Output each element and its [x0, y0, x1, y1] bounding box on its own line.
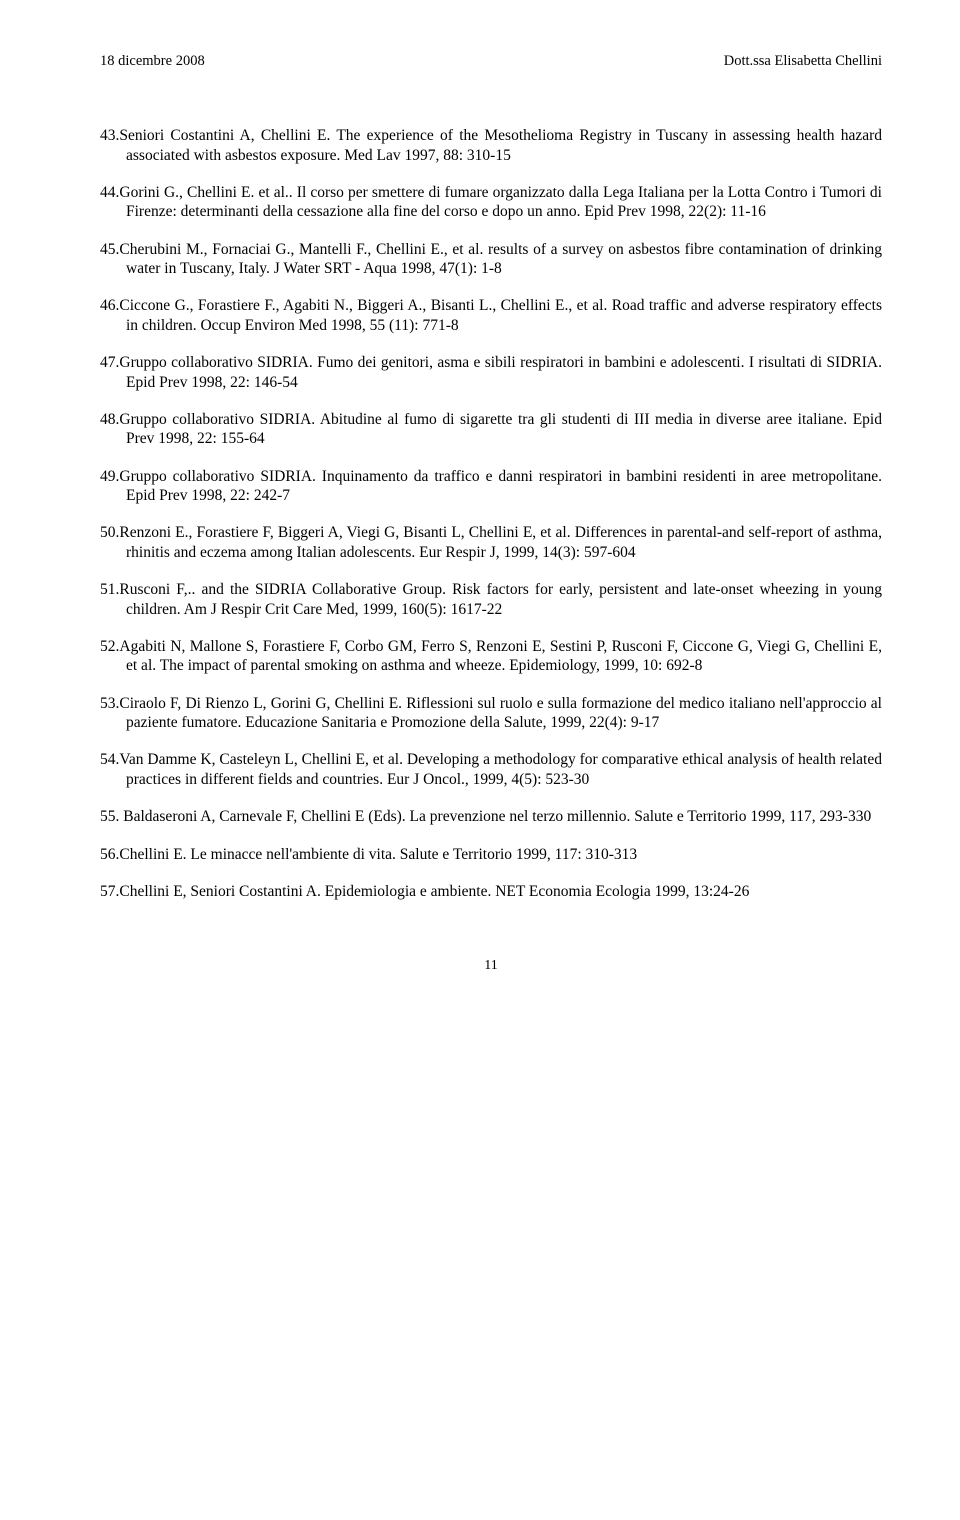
reference-item: 43.Seniori Costantini A, Chellini E. The…: [100, 126, 882, 165]
reference-item: 57.Chellini E, Seniori Costantini A. Epi…: [100, 882, 882, 901]
reference-item: 51.Rusconi F,.. and the SIDRIA Collabora…: [100, 580, 882, 619]
reference-item: 44.Gorini G., Chellini E. et al.. Il cor…: [100, 183, 882, 222]
reference-item: 46.Ciccone G., Forastiere F., Agabiti N.…: [100, 296, 882, 335]
reference-item: 48.Gruppo collaborativo SIDRIA. Abitudin…: [100, 410, 882, 449]
reference-item: 52.Agabiti N, Mallone S, Forastiere F, C…: [100, 637, 882, 676]
reference-item: 50.Renzoni E., Forastiere F, Biggeri A, …: [100, 523, 882, 562]
header-date: 18 dicembre 2008: [100, 52, 205, 70]
page-header: 18 dicembre 2008 Dott.ssa Elisabetta Che…: [100, 52, 882, 70]
header-author: Dott.ssa Elisabetta Chellini: [724, 52, 882, 70]
page-number: 11: [100, 957, 882, 975]
reference-item: 53.Ciraolo F, Di Rienzo L, Gorini G, Che…: [100, 694, 882, 733]
reference-item: 49.Gruppo collaborativo SIDRIA. Inquinam…: [100, 467, 882, 506]
reference-item: 56.Chellini E. Le minacce nell'ambiente …: [100, 845, 882, 864]
reference-item: 47.Gruppo collaborativo SIDRIA. Fumo dei…: [100, 353, 882, 392]
references-list: 43.Seniori Costantini A, Chellini E. The…: [100, 126, 882, 901]
reference-item: 55. Baldaseroni A, Carnevale F, Chellini…: [100, 807, 882, 826]
reference-item: 54.Van Damme K, Casteleyn L, Chellini E,…: [100, 750, 882, 789]
reference-item: 45.Cherubini M., Fornaciai G., Mantelli …: [100, 240, 882, 279]
